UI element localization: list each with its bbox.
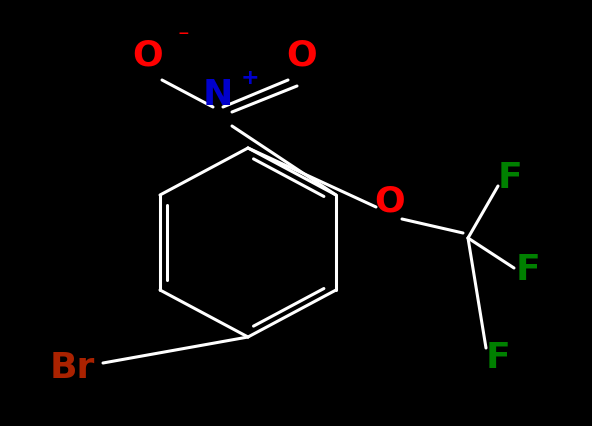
- Text: ⁻: ⁻: [177, 28, 189, 48]
- Text: N: N: [203, 78, 233, 112]
- Text: Br: Br: [49, 351, 95, 385]
- Text: O: O: [287, 38, 317, 72]
- Text: F: F: [498, 161, 522, 195]
- Text: O: O: [133, 38, 163, 72]
- Text: O: O: [375, 185, 406, 219]
- Text: +: +: [241, 68, 259, 88]
- Text: F: F: [485, 341, 510, 375]
- Text: F: F: [516, 253, 540, 287]
